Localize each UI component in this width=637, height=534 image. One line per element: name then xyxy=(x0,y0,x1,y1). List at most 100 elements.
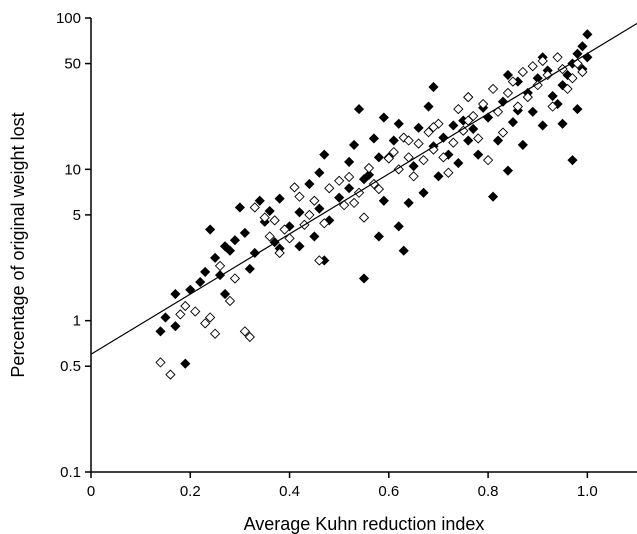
open-diamond-point xyxy=(403,135,414,146)
x-axis-title: Average Kuhn reduction index xyxy=(244,514,485,534)
open-diamond-point xyxy=(477,98,489,110)
filled-diamond-point xyxy=(378,112,389,123)
open-diamond-point xyxy=(259,212,270,223)
open-diamond-point xyxy=(487,83,499,95)
filled-diamond-point xyxy=(468,123,479,134)
open-diamond-point xyxy=(204,312,216,323)
y-tick-label: 100 xyxy=(56,10,81,27)
open-diamond-point xyxy=(507,76,519,87)
filled-diamond-point xyxy=(373,231,384,242)
filled-diamond-point xyxy=(577,41,588,52)
open-diamond-point xyxy=(497,127,509,138)
x-tick-label: 1.0 xyxy=(577,483,598,500)
open-diamond-point xyxy=(229,273,241,284)
open-diamond-point xyxy=(343,171,355,183)
open-diamond-point xyxy=(244,331,255,343)
data-points xyxy=(155,29,593,380)
x-tick-label: 0.8 xyxy=(478,483,499,500)
open-diamond-point xyxy=(304,209,315,221)
filled-diamond-point xyxy=(557,118,568,129)
open-diamond-point xyxy=(334,175,345,186)
open-diamond-point xyxy=(180,300,191,312)
open-diamond-point xyxy=(319,218,330,229)
open-diamond-point xyxy=(155,357,166,368)
filled-diamond-point xyxy=(353,104,365,115)
filled-diamond-point xyxy=(239,227,250,238)
y-tick-label: 0.1 xyxy=(60,464,81,481)
open-diamond-point xyxy=(547,101,558,112)
filled-diamond-point xyxy=(234,202,245,213)
filled-diamond-point xyxy=(205,224,216,235)
open-diamond-point xyxy=(527,61,538,72)
filled-diamond-point xyxy=(582,29,593,40)
filled-diamond-point xyxy=(552,98,563,110)
filled-diamond-point xyxy=(155,326,166,337)
filled-diamond-point xyxy=(408,161,419,172)
open-diamond-point xyxy=(408,171,419,182)
open-diamond-point xyxy=(522,91,533,103)
filled-diamond-point xyxy=(502,69,514,81)
open-diamond-point xyxy=(373,183,385,195)
filled-diamond-point xyxy=(284,221,295,232)
open-diamond-point xyxy=(314,255,325,266)
filled-diamond-point xyxy=(358,273,370,284)
filled-diamond-point xyxy=(403,197,414,208)
open-diamond-point xyxy=(339,199,350,211)
filled-diamond-point xyxy=(537,120,548,131)
open-diamond-point xyxy=(577,66,588,78)
y-tick-label: 50 xyxy=(64,56,81,73)
open-diamond-point xyxy=(348,197,360,209)
filled-diamond-point xyxy=(373,152,384,163)
filled-diamond-point xyxy=(304,178,315,190)
filled-diamond-point xyxy=(170,288,181,300)
filled-diamond-point xyxy=(344,156,355,167)
open-diamond-point xyxy=(482,155,494,166)
open-diamond-point xyxy=(388,146,399,158)
filled-diamond-point xyxy=(492,135,504,146)
open-diamond-point xyxy=(214,260,226,272)
filled-diamond-point xyxy=(249,247,260,259)
open-diamond-point xyxy=(294,191,305,202)
filled-diamond-point xyxy=(413,122,424,133)
filled-diamond-point xyxy=(572,104,583,115)
y-tick-label: 0.5 xyxy=(60,358,81,375)
open-diamond-point xyxy=(249,202,260,213)
open-diamond-point xyxy=(542,69,553,81)
filled-diamond-point xyxy=(473,149,484,160)
open-diamond-point xyxy=(552,52,563,63)
x-tick-label: 0.2 xyxy=(180,483,201,500)
open-diamond-point xyxy=(279,224,290,235)
filled-diamond-point xyxy=(349,139,360,150)
open-diamond-point xyxy=(512,101,524,112)
filled-diamond-point xyxy=(393,221,404,232)
open-diamond-point xyxy=(165,369,176,380)
filled-diamond-point xyxy=(219,288,231,300)
filled-diamond-point xyxy=(185,284,196,295)
filled-diamond-point xyxy=(398,245,409,256)
open-diamond-point xyxy=(190,306,201,317)
open-diamond-point xyxy=(423,127,434,138)
open-diamond-point xyxy=(463,91,474,103)
filled-diamond-point xyxy=(314,167,325,178)
open-diamond-point xyxy=(458,125,469,136)
filled-diamond-point xyxy=(309,231,320,242)
filled-diamond-point xyxy=(438,132,449,143)
y-tick-label: 1 xyxy=(73,313,81,330)
filled-diamond-point xyxy=(547,90,558,102)
filled-diamond-point xyxy=(210,252,221,263)
open-diamond-point xyxy=(398,132,409,143)
x-ticks: 0 0.2 0.4 0.6 0.8 1.0 xyxy=(87,472,598,500)
filled-diamond-point xyxy=(314,203,325,214)
filled-diamond-point xyxy=(170,321,181,332)
filled-diamond-point xyxy=(180,358,191,369)
open-diamond-point xyxy=(473,133,484,144)
filled-diamond-point xyxy=(274,193,285,204)
filled-diamond-point xyxy=(264,205,275,217)
open-diamond-point xyxy=(324,183,335,194)
filled-diamond-point xyxy=(572,48,583,59)
filled-diamond-point xyxy=(507,117,518,128)
regression-line xyxy=(90,22,637,355)
filled-diamond-point xyxy=(517,139,528,150)
open-diamond-point xyxy=(209,328,221,339)
filled-diamond-point xyxy=(527,106,538,117)
